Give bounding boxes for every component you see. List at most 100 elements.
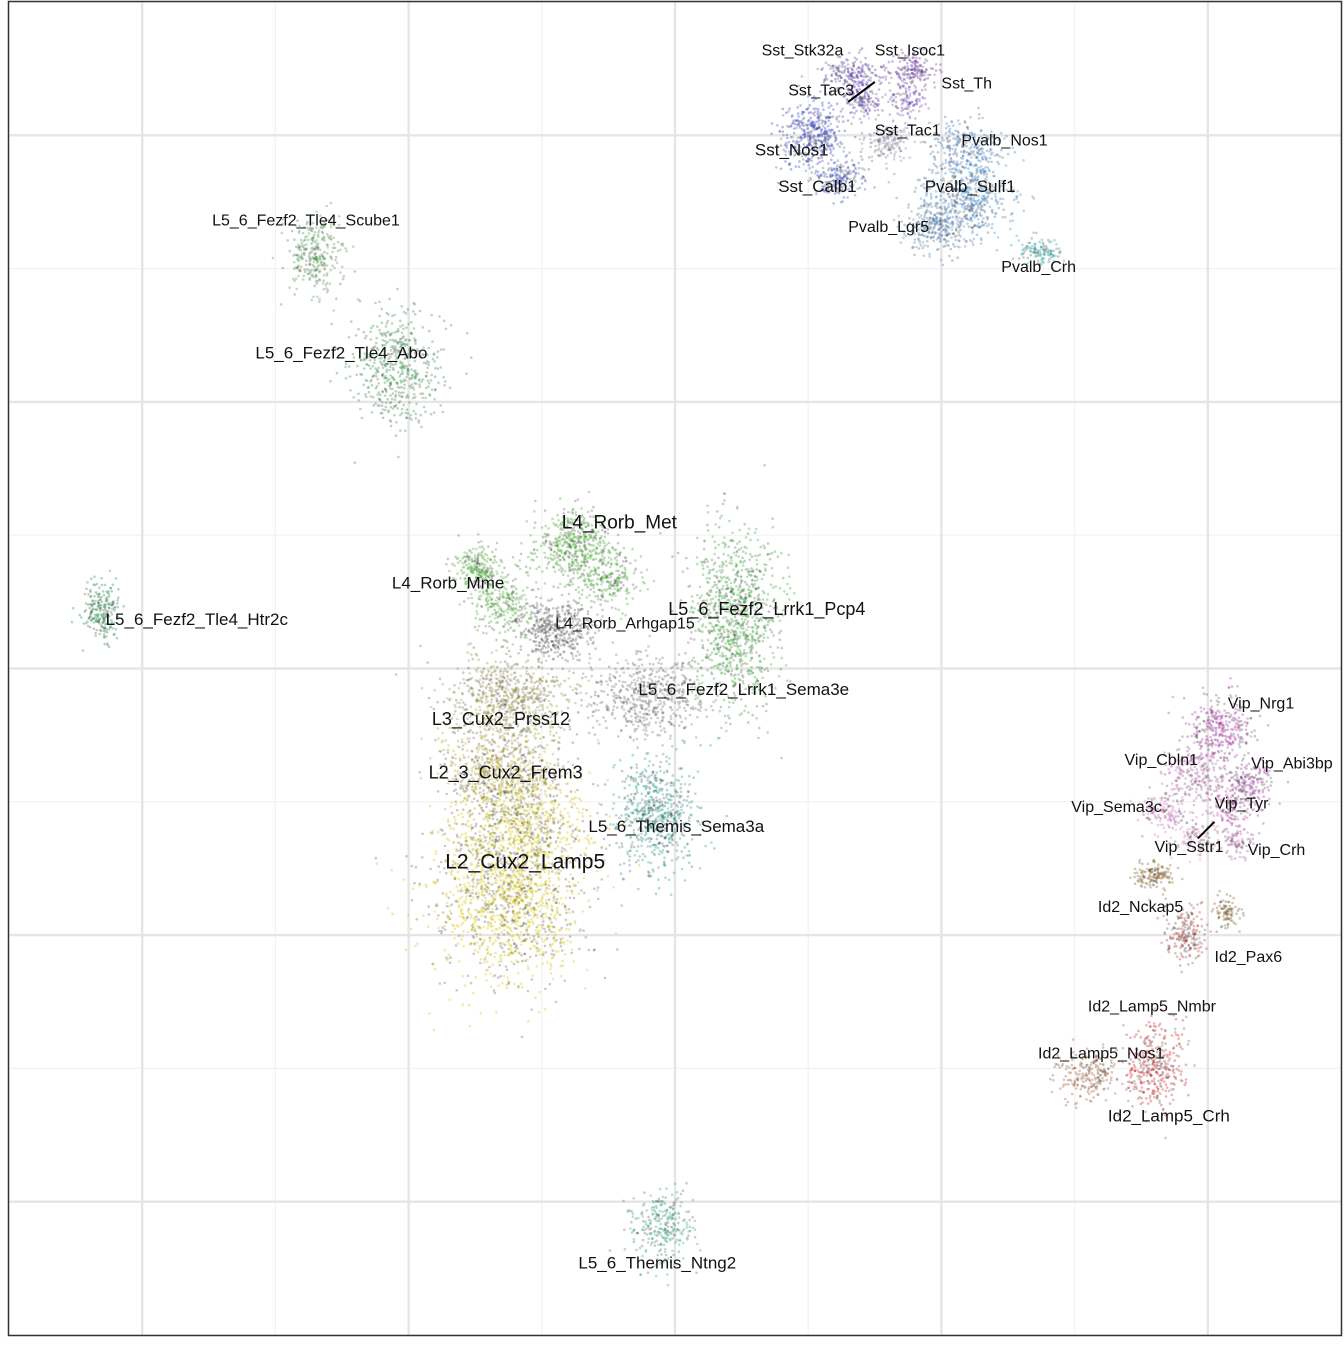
data-point xyxy=(502,673,505,676)
data-point xyxy=(518,601,521,604)
data-point xyxy=(494,661,497,664)
data-point xyxy=(533,908,536,911)
data-point xyxy=(511,784,514,787)
data-point xyxy=(537,783,540,786)
data-point xyxy=(622,584,625,587)
data-point xyxy=(472,691,475,694)
data-point xyxy=(534,996,537,999)
data-point xyxy=(492,704,495,707)
data-point xyxy=(582,910,585,913)
data-point xyxy=(395,673,398,676)
data-point xyxy=(570,834,573,837)
data-point xyxy=(572,830,575,833)
data-point xyxy=(583,830,586,833)
data-point xyxy=(555,784,558,787)
data-point xyxy=(513,672,516,675)
data-point xyxy=(518,894,521,897)
data-point xyxy=(553,953,556,956)
data-point xyxy=(623,547,626,550)
data-point xyxy=(474,949,477,952)
data-point xyxy=(479,618,482,621)
data-point xyxy=(467,845,470,848)
data-point xyxy=(585,847,588,850)
data-point xyxy=(535,815,538,818)
data-point xyxy=(495,614,498,617)
data-point xyxy=(518,884,521,887)
data-point xyxy=(520,816,523,819)
data-point xyxy=(530,898,533,901)
data-point xyxy=(545,536,548,539)
data-point xyxy=(578,535,581,538)
data-point xyxy=(614,582,617,585)
data-point xyxy=(504,623,507,626)
data-point xyxy=(490,743,493,746)
data-point xyxy=(479,731,482,734)
data-point xyxy=(495,879,498,882)
data-point xyxy=(459,560,462,563)
data-point xyxy=(562,965,565,968)
data-point xyxy=(487,908,490,911)
data-point xyxy=(516,824,519,827)
data-point xyxy=(543,552,546,555)
data-point xyxy=(550,905,553,908)
data-point xyxy=(512,603,515,606)
data-point xyxy=(434,910,437,913)
data-point xyxy=(525,670,528,673)
data-point xyxy=(555,705,558,708)
data-point xyxy=(489,749,492,752)
data-point xyxy=(474,825,477,828)
data-point xyxy=(431,963,434,966)
data-point xyxy=(485,979,488,982)
data-point xyxy=(494,877,497,880)
data-point xyxy=(461,816,464,819)
data-point xyxy=(501,947,504,950)
data-point xyxy=(551,953,554,956)
data-point xyxy=(552,937,555,940)
data-point xyxy=(484,569,487,572)
data-point xyxy=(512,939,515,942)
data-point xyxy=(526,679,529,682)
data-point xyxy=(490,910,493,913)
data-point xyxy=(589,637,592,640)
data-point xyxy=(533,527,536,530)
data-point xyxy=(543,699,546,702)
data-point xyxy=(550,830,553,833)
data-point xyxy=(528,795,531,798)
data-point xyxy=(553,830,556,833)
data-point xyxy=(491,825,494,828)
data-point xyxy=(524,802,527,805)
data-point xyxy=(543,905,546,908)
data-point xyxy=(481,745,484,748)
data-point xyxy=(454,878,457,881)
data-point xyxy=(555,842,558,845)
data-point xyxy=(642,581,645,584)
data-point xyxy=(483,793,486,796)
data-point xyxy=(618,574,621,577)
data-point xyxy=(519,911,522,914)
data-point xyxy=(522,666,525,669)
data-point xyxy=(436,918,439,921)
data-point xyxy=(520,675,523,678)
data-point xyxy=(560,683,563,686)
data-point xyxy=(485,687,488,690)
data-point xyxy=(511,830,514,833)
data-point xyxy=(527,909,530,912)
data-point xyxy=(576,835,579,838)
data-point xyxy=(457,729,460,732)
data-point xyxy=(520,847,523,850)
data-point xyxy=(563,680,566,683)
data-point xyxy=(529,638,532,641)
data-point xyxy=(439,678,442,681)
data-point xyxy=(528,881,531,884)
data-point xyxy=(532,911,535,914)
data-point xyxy=(511,826,514,829)
data-point xyxy=(479,734,482,737)
data-point xyxy=(469,895,472,898)
data-point xyxy=(602,592,605,595)
data-point xyxy=(504,755,507,758)
data-point xyxy=(494,992,497,995)
data-point xyxy=(466,737,469,740)
data-point xyxy=(534,882,537,885)
data-point xyxy=(481,899,484,902)
data-point xyxy=(635,568,638,571)
